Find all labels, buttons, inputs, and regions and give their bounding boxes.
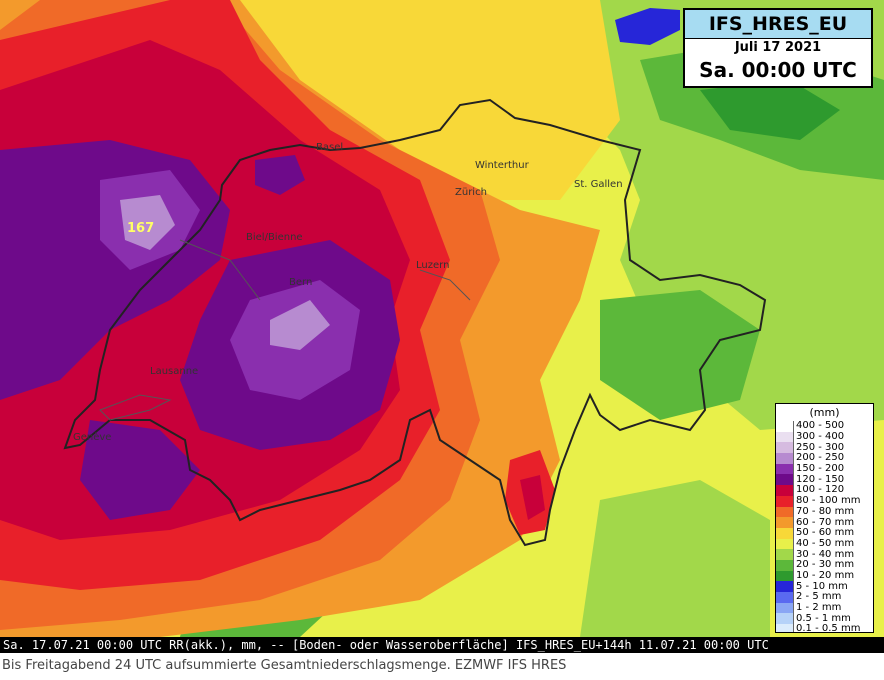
legend-label: 0.1 - 0.5 mm xyxy=(796,623,861,633)
legend-row: 300 - 400 xyxy=(776,432,873,443)
legend-row: 70 - 80 mm xyxy=(776,505,873,518)
legend-label: 60 - 70 mm xyxy=(796,516,855,528)
legend-label: 50 - 60 mm xyxy=(796,527,855,539)
legend-swatch xyxy=(776,431,794,443)
legend-rows: 400 - 500 300 - 400 250 - 300 200 - 250 150 … xyxy=(776,421,873,633)
legend-swatch xyxy=(776,624,794,632)
legend-label: 200 - 250 xyxy=(796,452,845,464)
legend-swatch xyxy=(776,613,794,625)
legend-row: 20 - 30 mm xyxy=(776,560,873,571)
legend-label: 150 - 200 xyxy=(796,463,845,475)
legend-label: 2 - 5 mm xyxy=(796,591,842,603)
legend-row: 150 - 200 xyxy=(776,464,873,475)
legend-swatch xyxy=(776,527,794,539)
legend-swatch xyxy=(776,517,794,528)
legend-row: 5 - 10 mm xyxy=(776,581,873,592)
legend-row: 80 - 100 mm xyxy=(776,496,873,507)
legend-label: 120 - 150 xyxy=(796,473,845,485)
legend-swatch xyxy=(776,581,794,592)
legend-label: 70 - 80 mm xyxy=(796,505,855,517)
legend-row: 120 - 150 xyxy=(776,473,873,486)
city-label-geneve: Genève xyxy=(73,431,111,443)
legend-row: 40 - 50 mm xyxy=(776,537,873,550)
legend-row: 100 - 120 xyxy=(776,485,873,496)
legend-row: 250 - 300 xyxy=(776,441,873,454)
city-label-luzern: Luzern xyxy=(416,260,449,271)
legend-unit: (mm) xyxy=(809,406,840,419)
legend-row: 60 - 70 mm xyxy=(776,517,873,528)
legend-label: 100 - 120 xyxy=(796,484,845,496)
footer-bar: Sa. 17.07.21 00:00 UTC RR(akk.), mm, -- … xyxy=(0,637,884,653)
legend-swatch xyxy=(776,570,794,582)
legend-label: 80 - 100 mm xyxy=(796,495,861,507)
image-caption: Bis Freitagabend 24 UTC aufsummierte Ges… xyxy=(2,658,567,673)
legend-swatch xyxy=(776,538,794,550)
city-label-biel-bienne: Biel/Bienne xyxy=(246,232,303,243)
legend-label: 40 - 50 mm xyxy=(796,537,855,549)
legend-swatch xyxy=(776,485,794,496)
legend-label: 20 - 30 mm xyxy=(796,559,855,571)
legend-row: 10 - 20 mm xyxy=(776,569,873,582)
map-graphic: 167 Basel Winterthur Zürich St. Gallen B… xyxy=(0,0,884,637)
legend-label: 250 - 300 xyxy=(796,441,845,453)
legend-row: 0.5 - 1 mm xyxy=(776,612,873,625)
city-label-winterthur: Winterthur xyxy=(475,160,530,171)
forecast-date: Juli 17 2021 xyxy=(734,40,822,55)
city-label-basel: Basel xyxy=(316,142,343,153)
legend-swatch xyxy=(776,421,794,432)
city-label-bern: Bern xyxy=(289,277,312,288)
legend-swatch xyxy=(776,474,794,486)
legend-row: 2 - 5 mm xyxy=(776,592,873,603)
model-title-box: IFS_HRES_EU Juli 17 2021 Sa. 00:00 UTC xyxy=(683,8,873,88)
legend-swatch xyxy=(776,592,794,603)
legend-swatch xyxy=(776,453,794,464)
city-label-st-gallen: St. Gallen xyxy=(574,179,623,190)
forecast-time: Sa. 00:00 UTC xyxy=(699,58,857,82)
legend-label: 1 - 2 mm xyxy=(796,602,842,614)
legend-row: 400 - 500 xyxy=(776,421,873,432)
legend-swatch xyxy=(776,442,794,454)
city-label-lausanne: Lausanne xyxy=(150,366,198,377)
legend-swatch xyxy=(776,559,794,571)
legend-row: 200 - 250 xyxy=(776,453,873,464)
legend-swatch xyxy=(776,506,794,518)
legend-label: 0.5 - 1 mm xyxy=(796,612,851,624)
legend-row: 50 - 60 mm xyxy=(776,528,873,539)
max-value-label: 167 xyxy=(127,221,154,236)
legend-swatch xyxy=(776,549,794,560)
legend-label: 300 - 400 xyxy=(796,431,845,443)
precipitation-map: 167 Basel Winterthur Zürich St. Gallen B… xyxy=(0,0,884,637)
legend-label: 400 - 500 xyxy=(796,420,845,432)
legend-swatch xyxy=(776,463,794,475)
model-name: IFS_HRES_EU xyxy=(685,10,871,39)
legend-label: 5 - 10 mm xyxy=(796,580,848,592)
precipitation-legend: (mm) 400 - 500 300 - 400 250 - 300 200 - 25… xyxy=(775,403,874,633)
legend-label: 30 - 40 mm xyxy=(796,548,855,560)
legend-row: 1 - 2 mm xyxy=(776,603,873,614)
legend-label: 10 - 20 mm xyxy=(796,569,855,581)
legend-row: 30 - 40 mm xyxy=(776,549,873,560)
city-label-zuerich: Zürich xyxy=(455,187,487,198)
legend-swatch xyxy=(776,602,794,614)
legend-row: 0.1 - 0.5 mm xyxy=(776,623,873,633)
legend-swatch xyxy=(776,495,794,507)
